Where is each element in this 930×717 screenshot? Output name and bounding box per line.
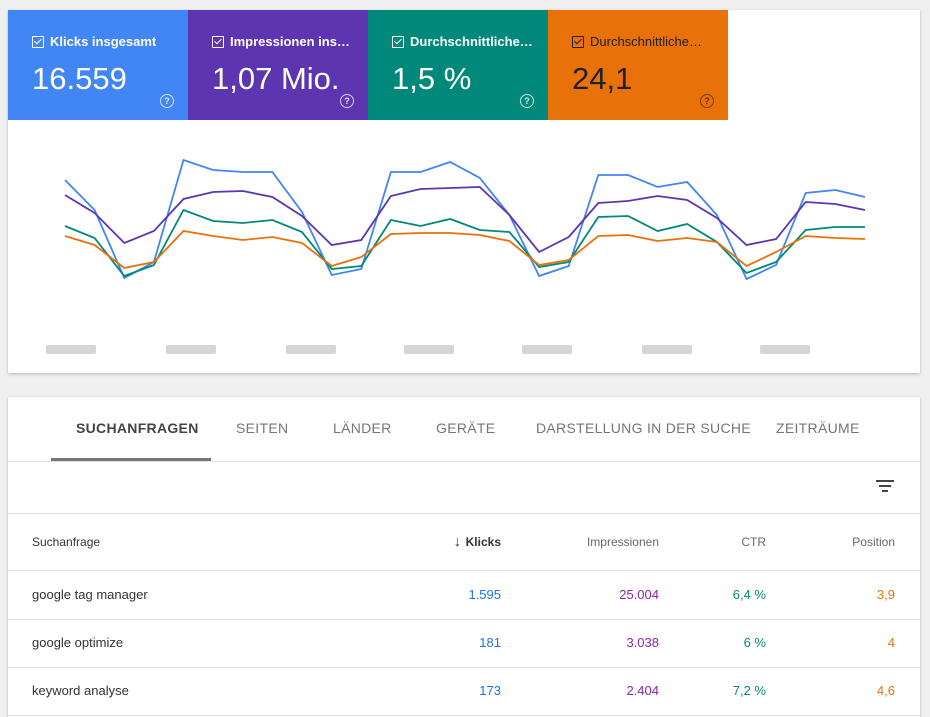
metric-value: 24,1 <box>572 61 633 96</box>
header-impressions[interactable]: Impressionen <box>586 535 659 549</box>
row-clicks: 181 <box>479 635 501 650</box>
checkbox-checked-icon[interactable] <box>392 35 404 48</box>
row-impressions: 25.004 <box>619 587 659 602</box>
metric-card-total-clicks[interactable]: Klicks insgesamt 16.559 ? <box>8 10 188 120</box>
row-ctr: 6 % <box>743 635 766 650</box>
row-query: google tag manager <box>32 587 148 602</box>
filter-bar <box>8 462 920 514</box>
row-impressions: 2.404 <box>626 683 659 698</box>
row-query: google optimize <box>32 635 124 650</box>
dimension-tabs: SUCHANFRAGEN SEITEN LÄNDER GERÄTE DARSTE… <box>8 397 920 462</box>
metric-card-average-ctr[interactable]: Durchschnittliche… 1,5 % ? <box>368 10 548 120</box>
checkbox-checked-icon[interactable] <box>212 35 224 48</box>
blurred-date-label <box>46 345 96 354</box>
performance-chart-card: Klicks insgesamt 16.559 ? Impressionen i… <box>8 10 920 373</box>
metric-label-row: Impressionen ins… <box>212 34 368 49</box>
header-position[interactable]: Position <box>852 535 895 549</box>
row-ctr: 7,2 % <box>732 683 766 698</box>
blurred-date-label <box>522 345 572 354</box>
metric-value: 1,07 Mio. <box>212 61 340 96</box>
row-position: 3,9 <box>876 587 895 602</box>
metric-label: Durchschnittliche… <box>410 34 533 49</box>
table-row[interactable]: google tag manager 1.595 25.004 6,4 % 3,… <box>8 571 920 620</box>
tab-suchanfragen[interactable]: SUCHANFRAGEN <box>76 420 199 436</box>
help-icon[interactable]: ? <box>700 94 714 108</box>
series-line-2 <box>64 208 865 278</box>
tab-laender[interactable]: LÄNDER <box>333 420 392 436</box>
metric-label: Klicks insgesamt <box>50 34 157 49</box>
row-query: keyword analyse <box>32 683 129 698</box>
row-impressions: 3.038 <box>626 635 659 650</box>
row-position: 4 <box>887 635 895 650</box>
help-icon[interactable]: ? <box>520 94 534 108</box>
filter-icon[interactable] <box>876 479 894 493</box>
row-clicks: 173 <box>479 683 501 698</box>
header-ctr[interactable]: CTR <box>741 535 766 549</box>
metric-label-row: Durchschnittliche… <box>572 34 728 49</box>
help-icon[interactable]: ? <box>340 94 354 108</box>
tab-zeitraeume[interactable]: ZEITRÄUME <box>776 420 860 436</box>
series-line-1 <box>64 186 866 254</box>
metric-label: Impressionen ins… <box>230 34 350 49</box>
blurred-date-label <box>642 345 692 354</box>
metric-label-row: Durchschnittliche… <box>392 34 548 49</box>
header-query[interactable]: Suchanfrage <box>32 535 101 549</box>
metric-value: 16.559 <box>32 61 127 96</box>
metric-card-total-impressions[interactable]: Impressionen ins… 1,07 Mio. ? <box>188 10 368 120</box>
checkbox-checked-icon[interactable] <box>572 35 584 48</box>
series-line-0 <box>64 158 866 281</box>
blurred-date-label <box>404 345 454 354</box>
metric-value: 1,5 % <box>392 61 472 96</box>
line-chart <box>46 158 866 354</box>
series-line-3 <box>64 230 866 269</box>
tab-geraete[interactable]: GERÄTE <box>436 420 496 436</box>
row-ctr: 6,4 % <box>732 587 766 602</box>
table-header: Suchanfrage ↓ Klicks Impressionen CTR Po… <box>8 514 920 571</box>
sort-arrow-down-icon[interactable]: ↓ <box>453 533 462 550</box>
tab-seiten[interactable]: SEITEN <box>236 420 289 436</box>
table-row[interactable]: google optimize 181 3.038 6 % 4 <box>8 619 920 668</box>
header-clicks[interactable]: Klicks <box>465 535 501 549</box>
active-tab-indicator <box>51 458 211 461</box>
tab-darstellung[interactable]: DARSTELLUNG IN DER SUCHE <box>536 420 751 436</box>
help-icon[interactable]: ? <box>160 94 174 108</box>
queries-table-card: SUCHANFRAGEN SEITEN LÄNDER GERÄTE DARSTE… <box>8 397 920 717</box>
checkbox-checked-icon[interactable] <box>32 35 44 48</box>
metric-card-average-position[interactable]: Durchschnittliche… 24,1 ? <box>548 10 728 120</box>
blurred-date-label <box>760 345 810 354</box>
blurred-date-label <box>286 345 336 354</box>
metric-label-row: Klicks insgesamt <box>32 34 188 49</box>
row-clicks: 1.595 <box>468 587 501 602</box>
metric-label: Durchschnittliche… <box>590 34 702 49</box>
blurred-date-label <box>166 345 216 354</box>
row-position: 4,6 <box>876 683 895 698</box>
